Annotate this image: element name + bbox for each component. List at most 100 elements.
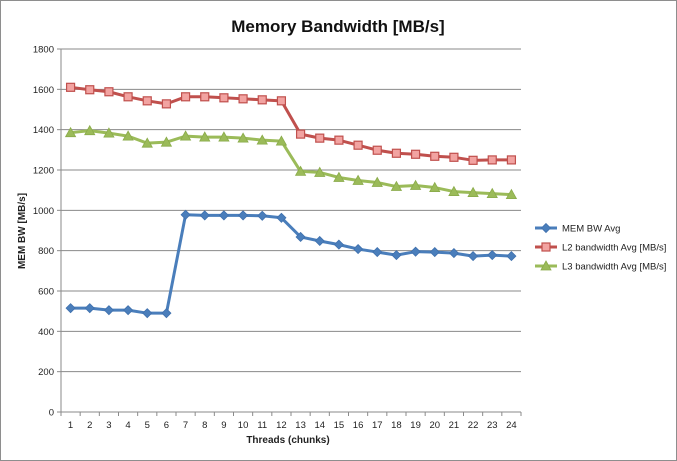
data-point bbox=[104, 87, 114, 97]
data-point bbox=[410, 149, 421, 159]
series-group bbox=[64, 82, 518, 319]
data-point bbox=[103, 305, 114, 316]
y-tick-label: 1600 bbox=[33, 85, 54, 96]
data-point bbox=[353, 140, 363, 150]
y-tick-label: 200 bbox=[38, 367, 54, 378]
x-tick-label: 5 bbox=[145, 420, 150, 431]
data-point bbox=[84, 124, 96, 136]
data-point bbox=[123, 305, 134, 316]
data-point bbox=[505, 188, 518, 200]
legend-item: L3 bandwidth Avg [MB/s] bbox=[535, 260, 666, 273]
data-point bbox=[257, 95, 267, 105]
series-line bbox=[70, 213, 512, 315]
x-tick-label: 1 bbox=[68, 420, 73, 431]
axes bbox=[57, 48, 522, 416]
data-point bbox=[142, 308, 153, 319]
y-tick-label: 1400 bbox=[33, 125, 54, 136]
data-point bbox=[410, 246, 421, 257]
x-tick-label: 3 bbox=[106, 420, 111, 431]
data-point bbox=[372, 247, 383, 258]
series-line bbox=[70, 129, 512, 197]
data-point bbox=[334, 135, 344, 145]
legend: MEM BW Avg L2 bandwidth Avg [MB/s] L3 band… bbox=[535, 222, 666, 273]
data-point bbox=[103, 127, 115, 138]
data-point bbox=[449, 152, 459, 162]
data-point bbox=[141, 137, 153, 148]
series-line bbox=[70, 85, 512, 162]
x-tick-label: 10 bbox=[238, 420, 249, 431]
data-point bbox=[122, 130, 134, 141]
data-point bbox=[179, 130, 192, 141]
data-point bbox=[218, 210, 229, 221]
data-point bbox=[275, 135, 288, 146]
x-tick-label: 7 bbox=[183, 420, 188, 431]
data-point bbox=[65, 82, 76, 92]
data-point bbox=[409, 179, 422, 190]
data-point bbox=[161, 308, 172, 319]
data-point bbox=[372, 145, 382, 155]
y-tick-label: 1200 bbox=[33, 166, 54, 177]
x-tick-label: 23 bbox=[487, 420, 498, 431]
data-point bbox=[487, 250, 498, 261]
data-point bbox=[180, 209, 191, 220]
data-point bbox=[295, 129, 306, 139]
x-tick-label: 17 bbox=[372, 420, 383, 431]
x-tick-label: 21 bbox=[449, 420, 460, 431]
data-point bbox=[295, 231, 306, 243]
data-point bbox=[238, 94, 248, 104]
x-tick-label: 22 bbox=[468, 420, 479, 431]
x-tick-label: 11 bbox=[257, 420, 267, 431]
data-point bbox=[353, 243, 364, 255]
data-point bbox=[256, 134, 268, 145]
data-point bbox=[218, 131, 230, 142]
data-point bbox=[467, 186, 479, 197]
data-point bbox=[429, 181, 441, 192]
data-point bbox=[180, 92, 191, 102]
series-1 bbox=[65, 209, 517, 319]
legend-marker bbox=[541, 242, 551, 252]
data-point bbox=[142, 96, 152, 106]
x-tick-label: 20 bbox=[429, 420, 440, 431]
x-tick-label: 16 bbox=[353, 420, 364, 431]
data-point bbox=[314, 235, 325, 247]
data-point bbox=[391, 250, 402, 261]
data-point bbox=[161, 99, 172, 109]
legend-label: L2 bandwidth Avg [MB/s] bbox=[562, 243, 666, 254]
data-point bbox=[468, 155, 478, 165]
data-point bbox=[352, 174, 364, 185]
x-tick-label: 13 bbox=[295, 420, 306, 431]
data-point bbox=[371, 176, 383, 187]
data-point bbox=[506, 155, 517, 165]
legend-item: MEM BW Avg bbox=[535, 222, 620, 235]
legend-item: L2 bandwidth Avg [MB/s] bbox=[535, 242, 666, 254]
data-point bbox=[237, 132, 249, 143]
data-point bbox=[333, 239, 344, 250]
data-point bbox=[506, 251, 517, 262]
data-point bbox=[199, 131, 211, 142]
data-point bbox=[219, 93, 229, 103]
data-point bbox=[276, 212, 287, 223]
series-2 bbox=[65, 82, 517, 165]
data-point bbox=[390, 180, 403, 191]
y-tick-label: 0 bbox=[49, 408, 54, 419]
data-point bbox=[487, 155, 497, 165]
x-axis-ticks: 1 2 3 4 5 6 7 8 9 10 11 12 13 14 15 16 17 18 19 20 21 22 23 24 bbox=[68, 420, 517, 431]
data-point bbox=[448, 248, 459, 259]
x-tick-label: 4 bbox=[125, 420, 130, 431]
data-point bbox=[333, 171, 345, 182]
data-point bbox=[468, 251, 479, 262]
legend-label: MEM BW Avg bbox=[562, 224, 620, 235]
legend-label: L3 bandwidth Avg [MB/s] bbox=[562, 262, 666, 273]
data-point bbox=[257, 210, 268, 221]
data-point bbox=[391, 148, 402, 158]
x-tick-label: 14 bbox=[314, 420, 325, 431]
data-point bbox=[486, 187, 498, 198]
data-point bbox=[123, 92, 133, 102]
x-tick-label: 9 bbox=[221, 420, 226, 431]
x-tick-label: 8 bbox=[202, 420, 207, 431]
data-point bbox=[276, 96, 287, 106]
y-tick-label: 400 bbox=[38, 327, 54, 338]
data-point bbox=[64, 126, 77, 138]
legend-marker bbox=[540, 222, 552, 234]
